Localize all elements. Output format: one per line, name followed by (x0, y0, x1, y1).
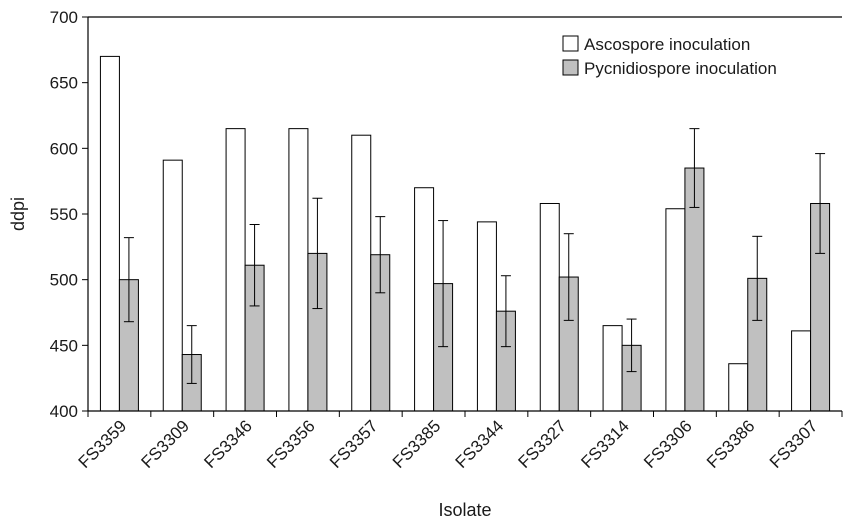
ascospore-bar (288, 128, 309, 412)
ascospore-bar (351, 134, 372, 412)
y-axis-title: ddpi (8, 197, 28, 231)
y-ticks: 400 450 500 550 600 650 700 (50, 8, 88, 421)
x-tick-label: FS3344 (452, 416, 508, 472)
y-tick-label: 700 (50, 8, 78, 27)
ascospore-bar (225, 128, 246, 412)
ascospore-bar (728, 363, 749, 412)
ascospore-bar (476, 221, 497, 412)
y-tick-label: 500 (50, 271, 78, 290)
ascospore-bar (99, 55, 120, 412)
bars-layer (99, 55, 831, 412)
x-tick-label: FS3314 (577, 416, 633, 472)
x-tick-label: FS3346 (200, 416, 256, 472)
x-tick-label: FS3357 (326, 416, 382, 472)
x-tick-label: FS3356 (263, 416, 319, 472)
x-tick-label: FS3327 (515, 416, 571, 472)
x-tick-label: FS3307 (766, 416, 822, 472)
legend-swatch-pycnidiospore (562, 59, 579, 76)
x-tick-label: FS3306 (640, 416, 696, 472)
ascospore-bar (665, 208, 686, 412)
y-tick-label: 400 (50, 402, 78, 421)
y-tick-label: 600 (50, 139, 78, 158)
x-tick-label: FS3359 (75, 416, 131, 472)
legend-swatch-ascospore (562, 35, 579, 52)
legend-label: Ascospore inoculation (584, 35, 750, 54)
ascospore-bar (162, 159, 183, 412)
y-tick-label: 550 (50, 205, 78, 224)
ascospore-bar (539, 202, 560, 412)
ascospore-bar (602, 325, 623, 412)
ascospore-bar (791, 330, 812, 412)
y-tick-label: 450 (50, 336, 78, 355)
x-ticks: FS3359 FS3309 FS3346 FS3356 FS3357 FS3385 FS33… (75, 411, 843, 472)
x-tick-label: FS3386 (703, 416, 759, 472)
ascospore-bar (414, 187, 435, 412)
x-tick-label: FS3309 (138, 416, 194, 472)
x-tick-label: FS3385 (389, 416, 445, 472)
legend-label: Pycnidiospore inoculation (584, 59, 777, 78)
x-axis-title: Isolate (438, 500, 491, 520)
legend: Ascospore inoculation Pycnidiospore inocu… (562, 35, 777, 78)
y-tick-label: 650 (50, 74, 78, 93)
